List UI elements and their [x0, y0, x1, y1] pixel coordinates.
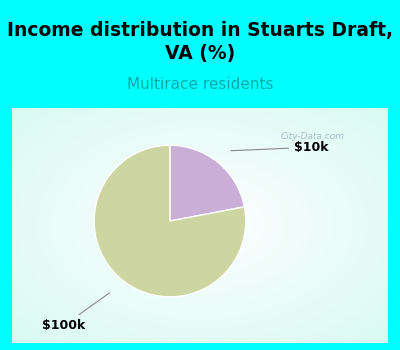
Text: Multirace residents: Multirace residents — [127, 77, 273, 92]
Wedge shape — [170, 145, 244, 221]
Text: $10k: $10k — [231, 141, 328, 154]
Text: $100k: $100k — [42, 293, 110, 332]
Wedge shape — [94, 145, 246, 297]
Text: City-Data.com: City-Data.com — [281, 132, 345, 141]
Text: Income distribution in Stuarts Draft,
VA (%): Income distribution in Stuarts Draft, VA… — [7, 21, 393, 63]
